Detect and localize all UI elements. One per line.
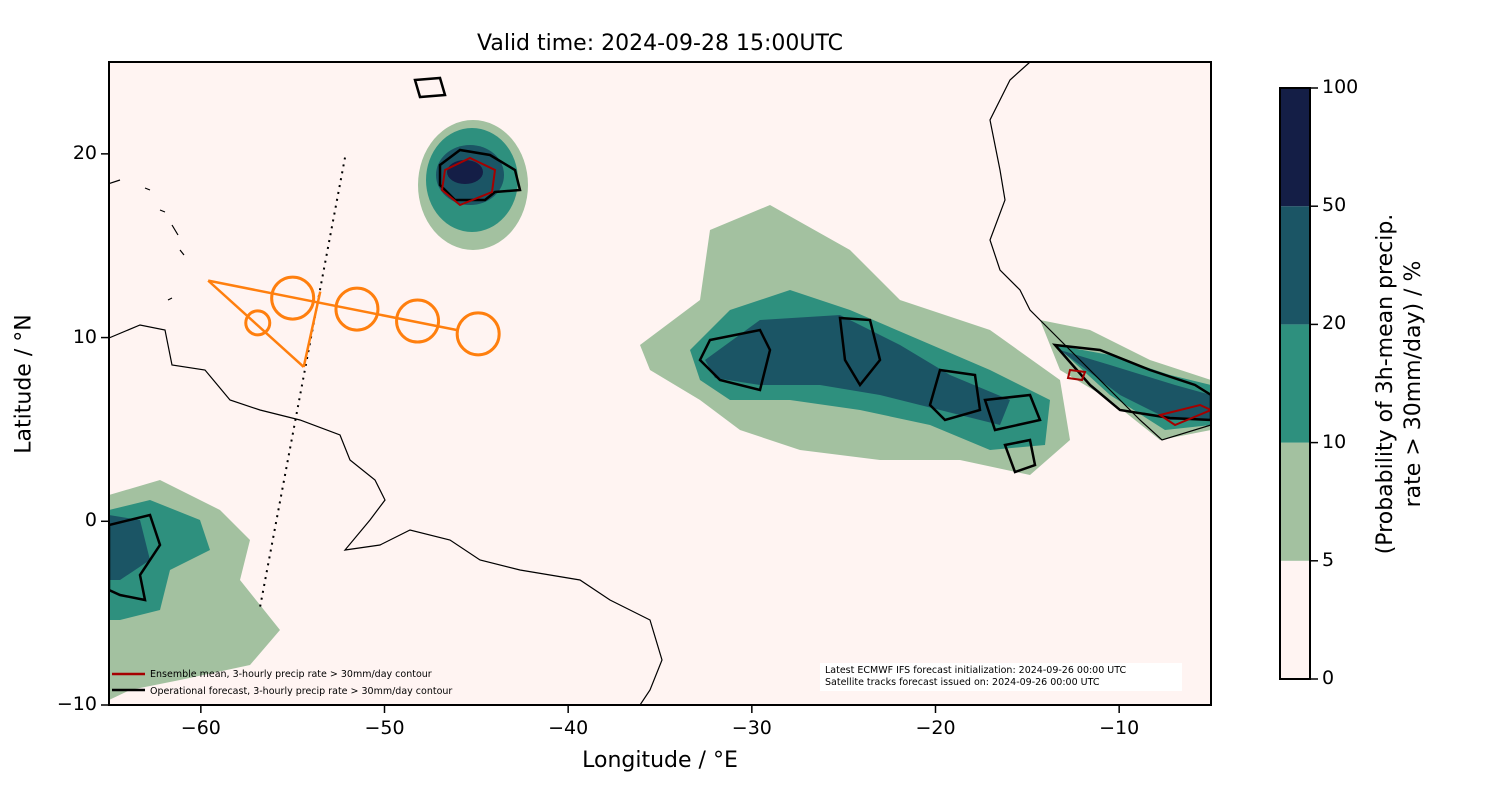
orange-track-line <box>207 279 305 368</box>
operational-contours <box>109 76 1211 602</box>
colorbar-tick-label: 5 <box>1322 548 1335 571</box>
coastlines <box>109 62 1211 705</box>
colorbar-tick-label: 50 <box>1322 194 1347 217</box>
colorbar-segment <box>1280 442 1310 561</box>
orange-track-circle <box>455 311 501 357</box>
forecast-info-box: Latest ECMWF IFS forecast initialization… <box>820 663 1182 691</box>
orange-track-line <box>207 279 459 332</box>
x-tick-label: −50 <box>364 717 405 739</box>
precip-probability-field <box>109 62 1211 705</box>
orange-track-circle <box>334 286 380 332</box>
precip-region <box>109 515 150 580</box>
precip-region <box>705 315 1010 425</box>
x-tick-label: −30 <box>731 717 772 739</box>
colorbar-label: (Probability of 3h-mean precip. rate > 3… <box>1372 214 1428 555</box>
ensemble-mean-contours <box>440 156 1211 427</box>
orange-track-circle <box>270 275 316 321</box>
x-axis-label: Longitude / °E <box>582 748 738 773</box>
colorbar-tick-label: 100 <box>1322 76 1359 98</box>
y-tick-label: 20 <box>72 141 97 164</box>
map-frame <box>108 61 1212 706</box>
colorbar-segment <box>1280 324 1310 443</box>
colorbar-tick-label: 10 <box>1322 430 1347 453</box>
colorbar-frame <box>1279 87 1311 680</box>
x-tick-label: −40 <box>548 717 589 739</box>
colorbar <box>1279 87 1318 680</box>
x-tick-label: −10 <box>1099 717 1140 739</box>
colorbar-segment <box>1280 206 1310 325</box>
axis-ticks <box>101 153 1120 713</box>
colorbar-segment <box>1280 88 1310 207</box>
colorbar-label-line2: rate > 30mm/day) / % <box>1401 260 1426 508</box>
satellite-tracks <box>207 157 501 610</box>
precip-region <box>1060 350 1211 420</box>
colorbar-segment <box>1280 560 1310 679</box>
legend-item-ensemble: Ensemble mean, 3-hourly precip rate > 30… <box>150 669 432 680</box>
y-tick-label: 0 <box>84 509 97 532</box>
colorbar-tick-label: 20 <box>1322 312 1347 335</box>
map-title: Valid time: 2024-09-28 15:00UTC <box>477 31 843 56</box>
precip-region <box>447 160 483 184</box>
legend-item-operational: Operational forecast, 3-hourly precip ra… <box>150 686 453 697</box>
forecast-init-note: Latest ECMWF IFS forecast initialization… <box>825 665 1127 676</box>
x-tick-label: −60 <box>180 717 221 739</box>
colorbar-tick-label: 0 <box>1322 667 1335 689</box>
y-tick-label: 10 <box>72 325 97 348</box>
track-issue-note: Satellite tracks forecast issued on: 202… <box>825 677 1100 688</box>
legend: Ensemble mean, 3-hourly precip rate > 30… <box>150 666 452 700</box>
x-tick-label: −20 <box>915 717 956 739</box>
y-axis-label: Latitude / °N <box>11 314 37 454</box>
orange-track-circle <box>395 298 441 344</box>
y-tick-label: −10 <box>56 693 97 715</box>
colorbar-label-line1: (Probability of 3h-mean precip. <box>1373 213 1398 555</box>
orange-track-line <box>302 291 322 368</box>
orange-track-circle <box>244 309 272 337</box>
